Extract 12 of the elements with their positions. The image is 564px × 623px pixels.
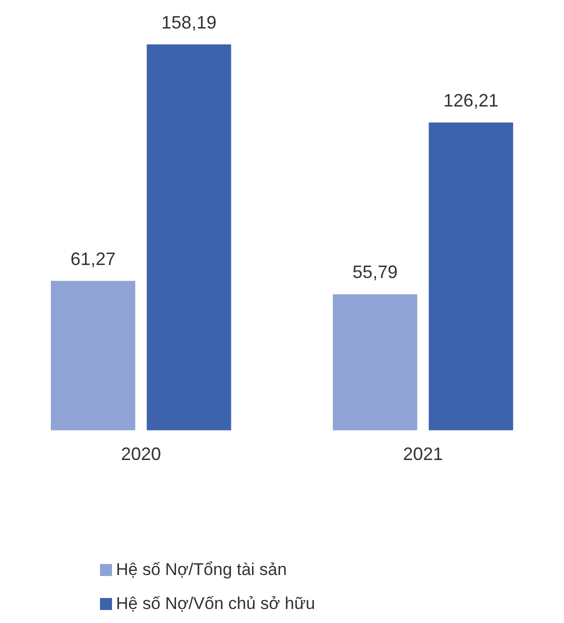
bar [428, 122, 514, 430]
bar [50, 280, 136, 430]
x-tick-label: 2020 [120, 444, 162, 464]
x-tick-label: 2021 [402, 444, 444, 464]
data-label: 158,19 [161, 12, 216, 32]
legend-label: Hệ số Nợ/Vốn chủ sở hữu [116, 594, 316, 614]
data-label: 55,79 [352, 262, 398, 282]
legend-label: Hệ số Nợ/Tổng tài sản [116, 560, 287, 580]
bar [332, 294, 418, 430]
data-label: 126,21 [443, 90, 498, 110]
data-label: 61,27 [70, 248, 116, 269]
bar [146, 44, 232, 430]
